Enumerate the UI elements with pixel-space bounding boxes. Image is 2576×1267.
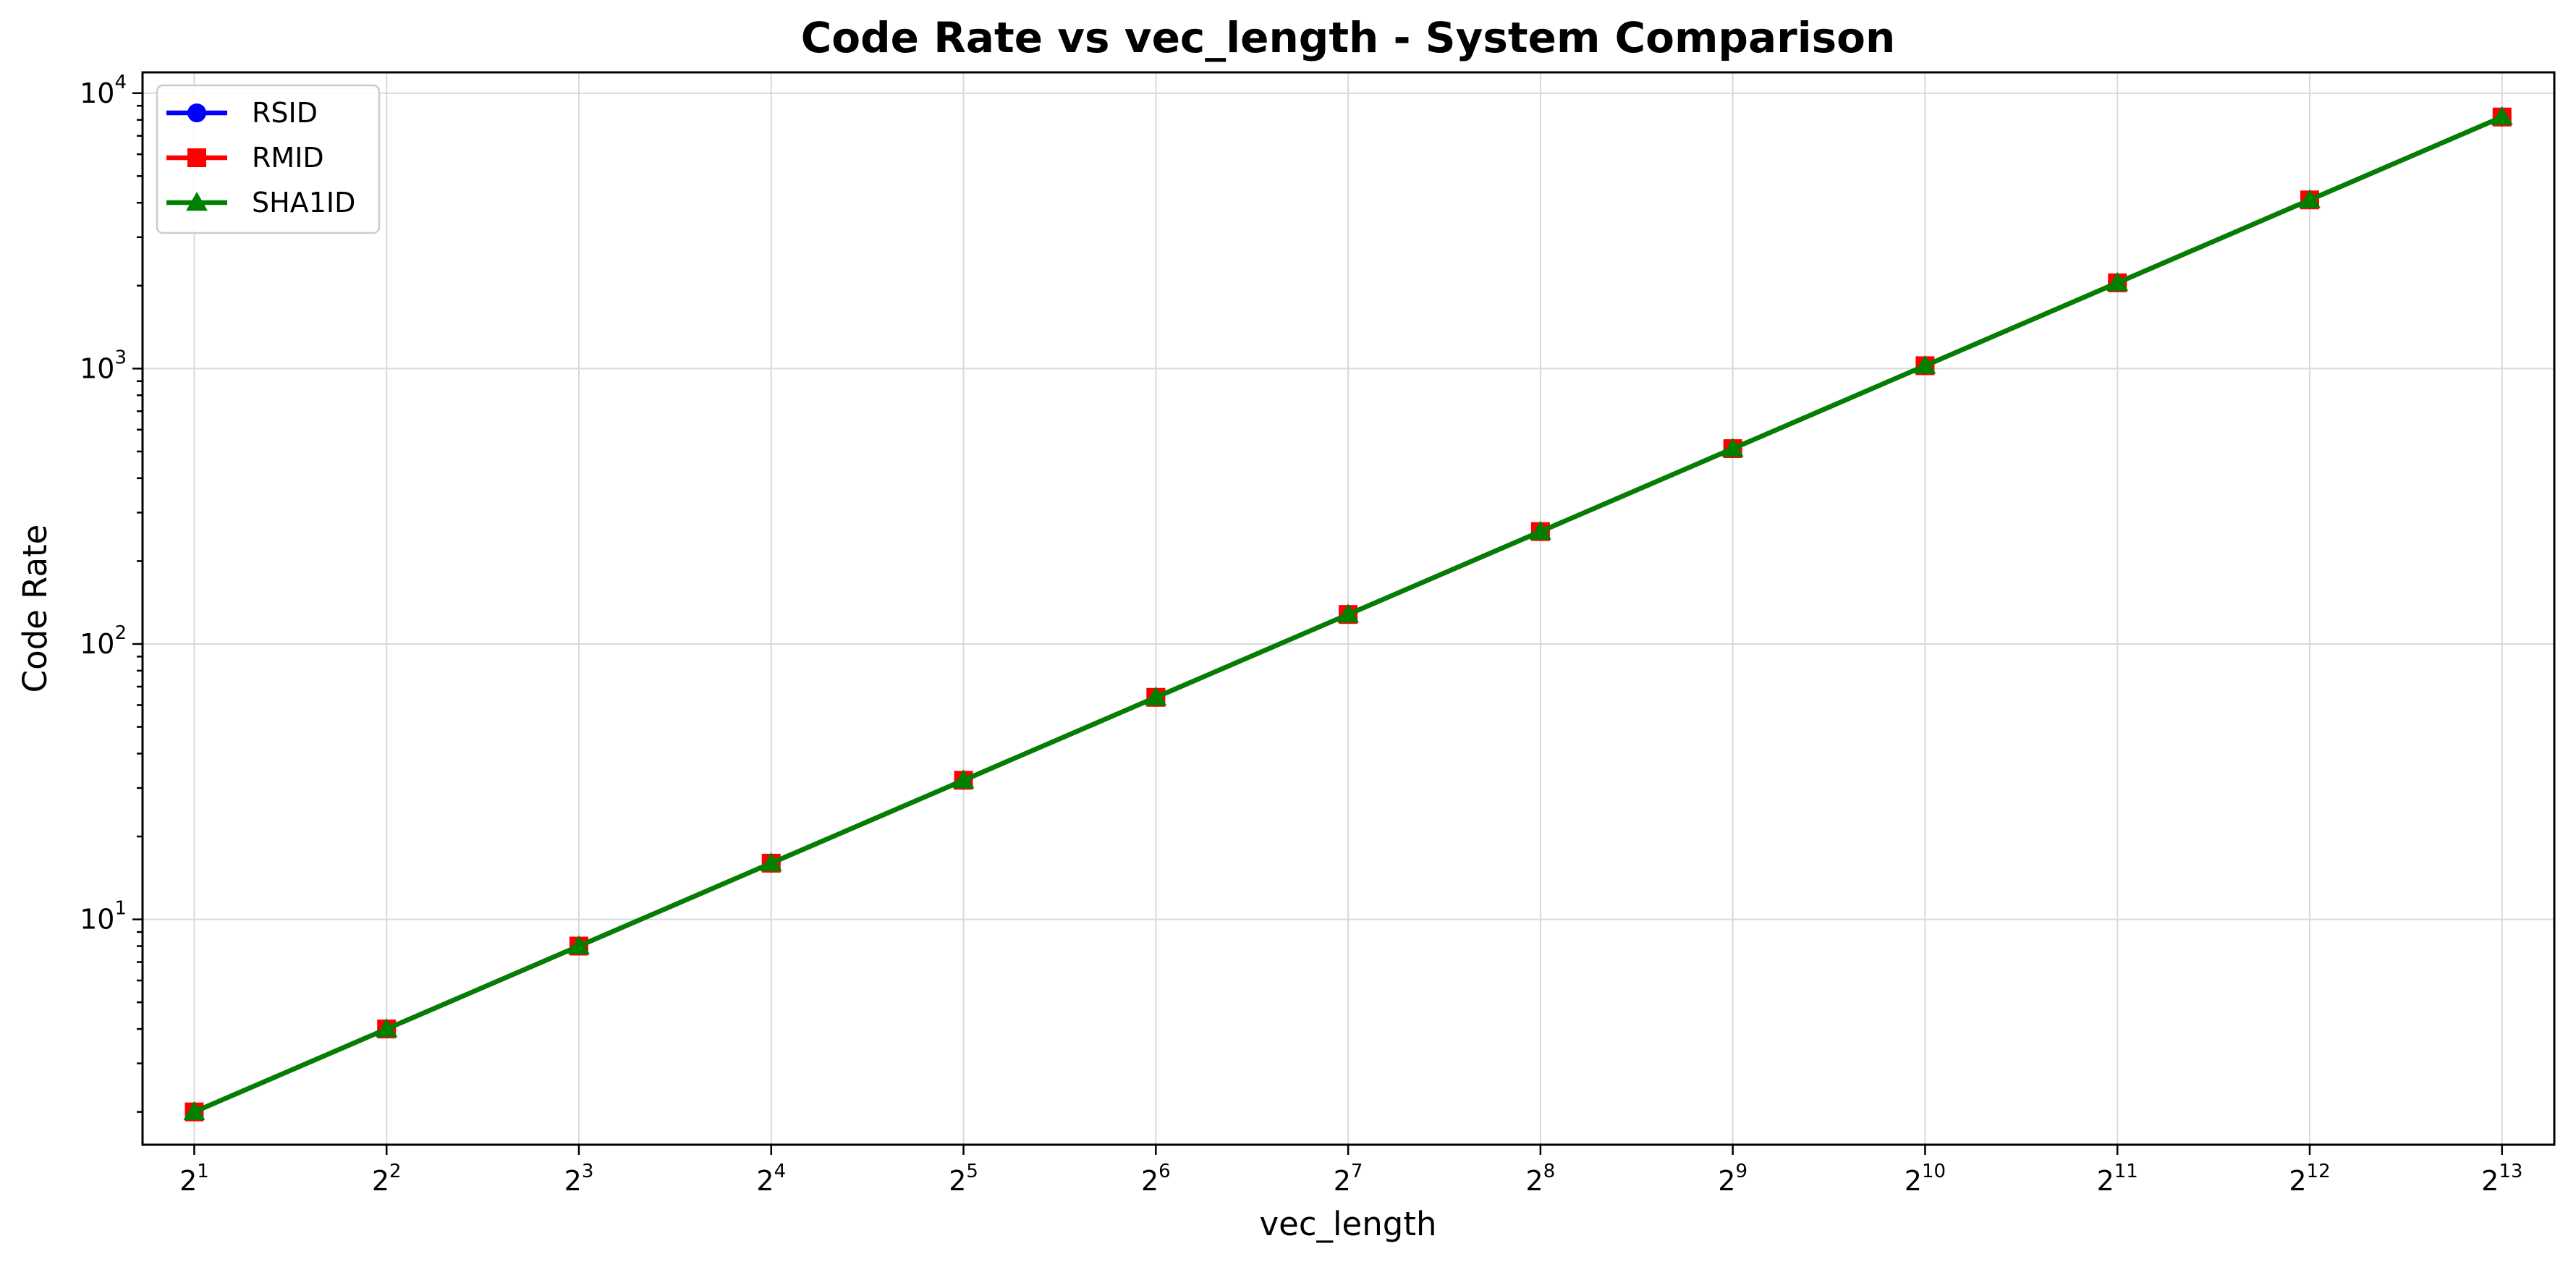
legend-entry-rsid: RSID — [166, 97, 318, 129]
x-tick-label: 25 — [949, 1161, 978, 1197]
data-point — [1721, 438, 1744, 457]
x-tick-label: 29 — [1718, 1161, 1747, 1197]
x-tick-label: 23 — [564, 1161, 594, 1197]
legend-box — [156, 84, 381, 234]
series-layer — [183, 106, 2513, 1122]
y-tick-label: 104 — [80, 72, 127, 109]
x-tick-label: 212 — [2289, 1161, 2330, 1197]
legend-marker — [186, 192, 208, 211]
y-tick-label: 103 — [80, 347, 127, 384]
x-axis-label: vec_length — [1260, 1205, 1437, 1243]
data-point — [1914, 355, 1936, 374]
x-tick-label: 21 — [179, 1161, 209, 1197]
x-tick-label: 210 — [1905, 1161, 1946, 1197]
legend-label: RMID — [252, 142, 324, 174]
legend-marker — [187, 103, 206, 122]
data-point — [2299, 189, 2321, 208]
x-axis: 21 22 23 24 25 26 27 28 29 210 211 212 213 — [179, 1145, 2522, 1197]
x-tick-label: 213 — [2481, 1161, 2522, 1197]
data-point — [760, 852, 782, 872]
legend: RSID RMID SHA1ID — [156, 84, 381, 234]
data-point — [2106, 271, 2129, 292]
data-point — [1529, 520, 1551, 540]
x-tick-label: 28 — [1526, 1161, 1556, 1197]
x-tick-label: 22 — [372, 1161, 402, 1197]
data-point — [1337, 603, 1360, 623]
grid — [143, 72, 2554, 1145]
series-sha1id — [183, 106, 2513, 1120]
legend-label: RSID — [252, 97, 318, 129]
data-point — [2491, 106, 2513, 125]
x-tick-label: 211 — [2097, 1161, 2138, 1197]
x-tick-label: 24 — [756, 1161, 786, 1197]
data-point — [376, 1018, 398, 1038]
data-point — [952, 769, 975, 789]
data-point — [183, 1101, 206, 1120]
chart-title: Code Rate vs vec_length - System Compari… — [801, 13, 1896, 62]
legend-entry-sha1id: SHA1ID — [166, 187, 355, 219]
legend-marker — [187, 148, 206, 167]
data-point — [1145, 686, 1167, 705]
y-tick-label: 102 — [80, 622, 127, 660]
y-axis-label: Code Rate — [16, 525, 54, 693]
legend-entry-rmid: RMID — [166, 142, 324, 174]
data-point — [568, 935, 590, 954]
legend-label: SHA1ID — [252, 187, 355, 219]
y-axis: 101 102 103 104 — [80, 72, 143, 936]
x-tick-label: 27 — [1334, 1161, 1363, 1197]
y-tick-label: 101 — [80, 898, 127, 936]
x-tick-label: 26 — [1141, 1161, 1171, 1197]
